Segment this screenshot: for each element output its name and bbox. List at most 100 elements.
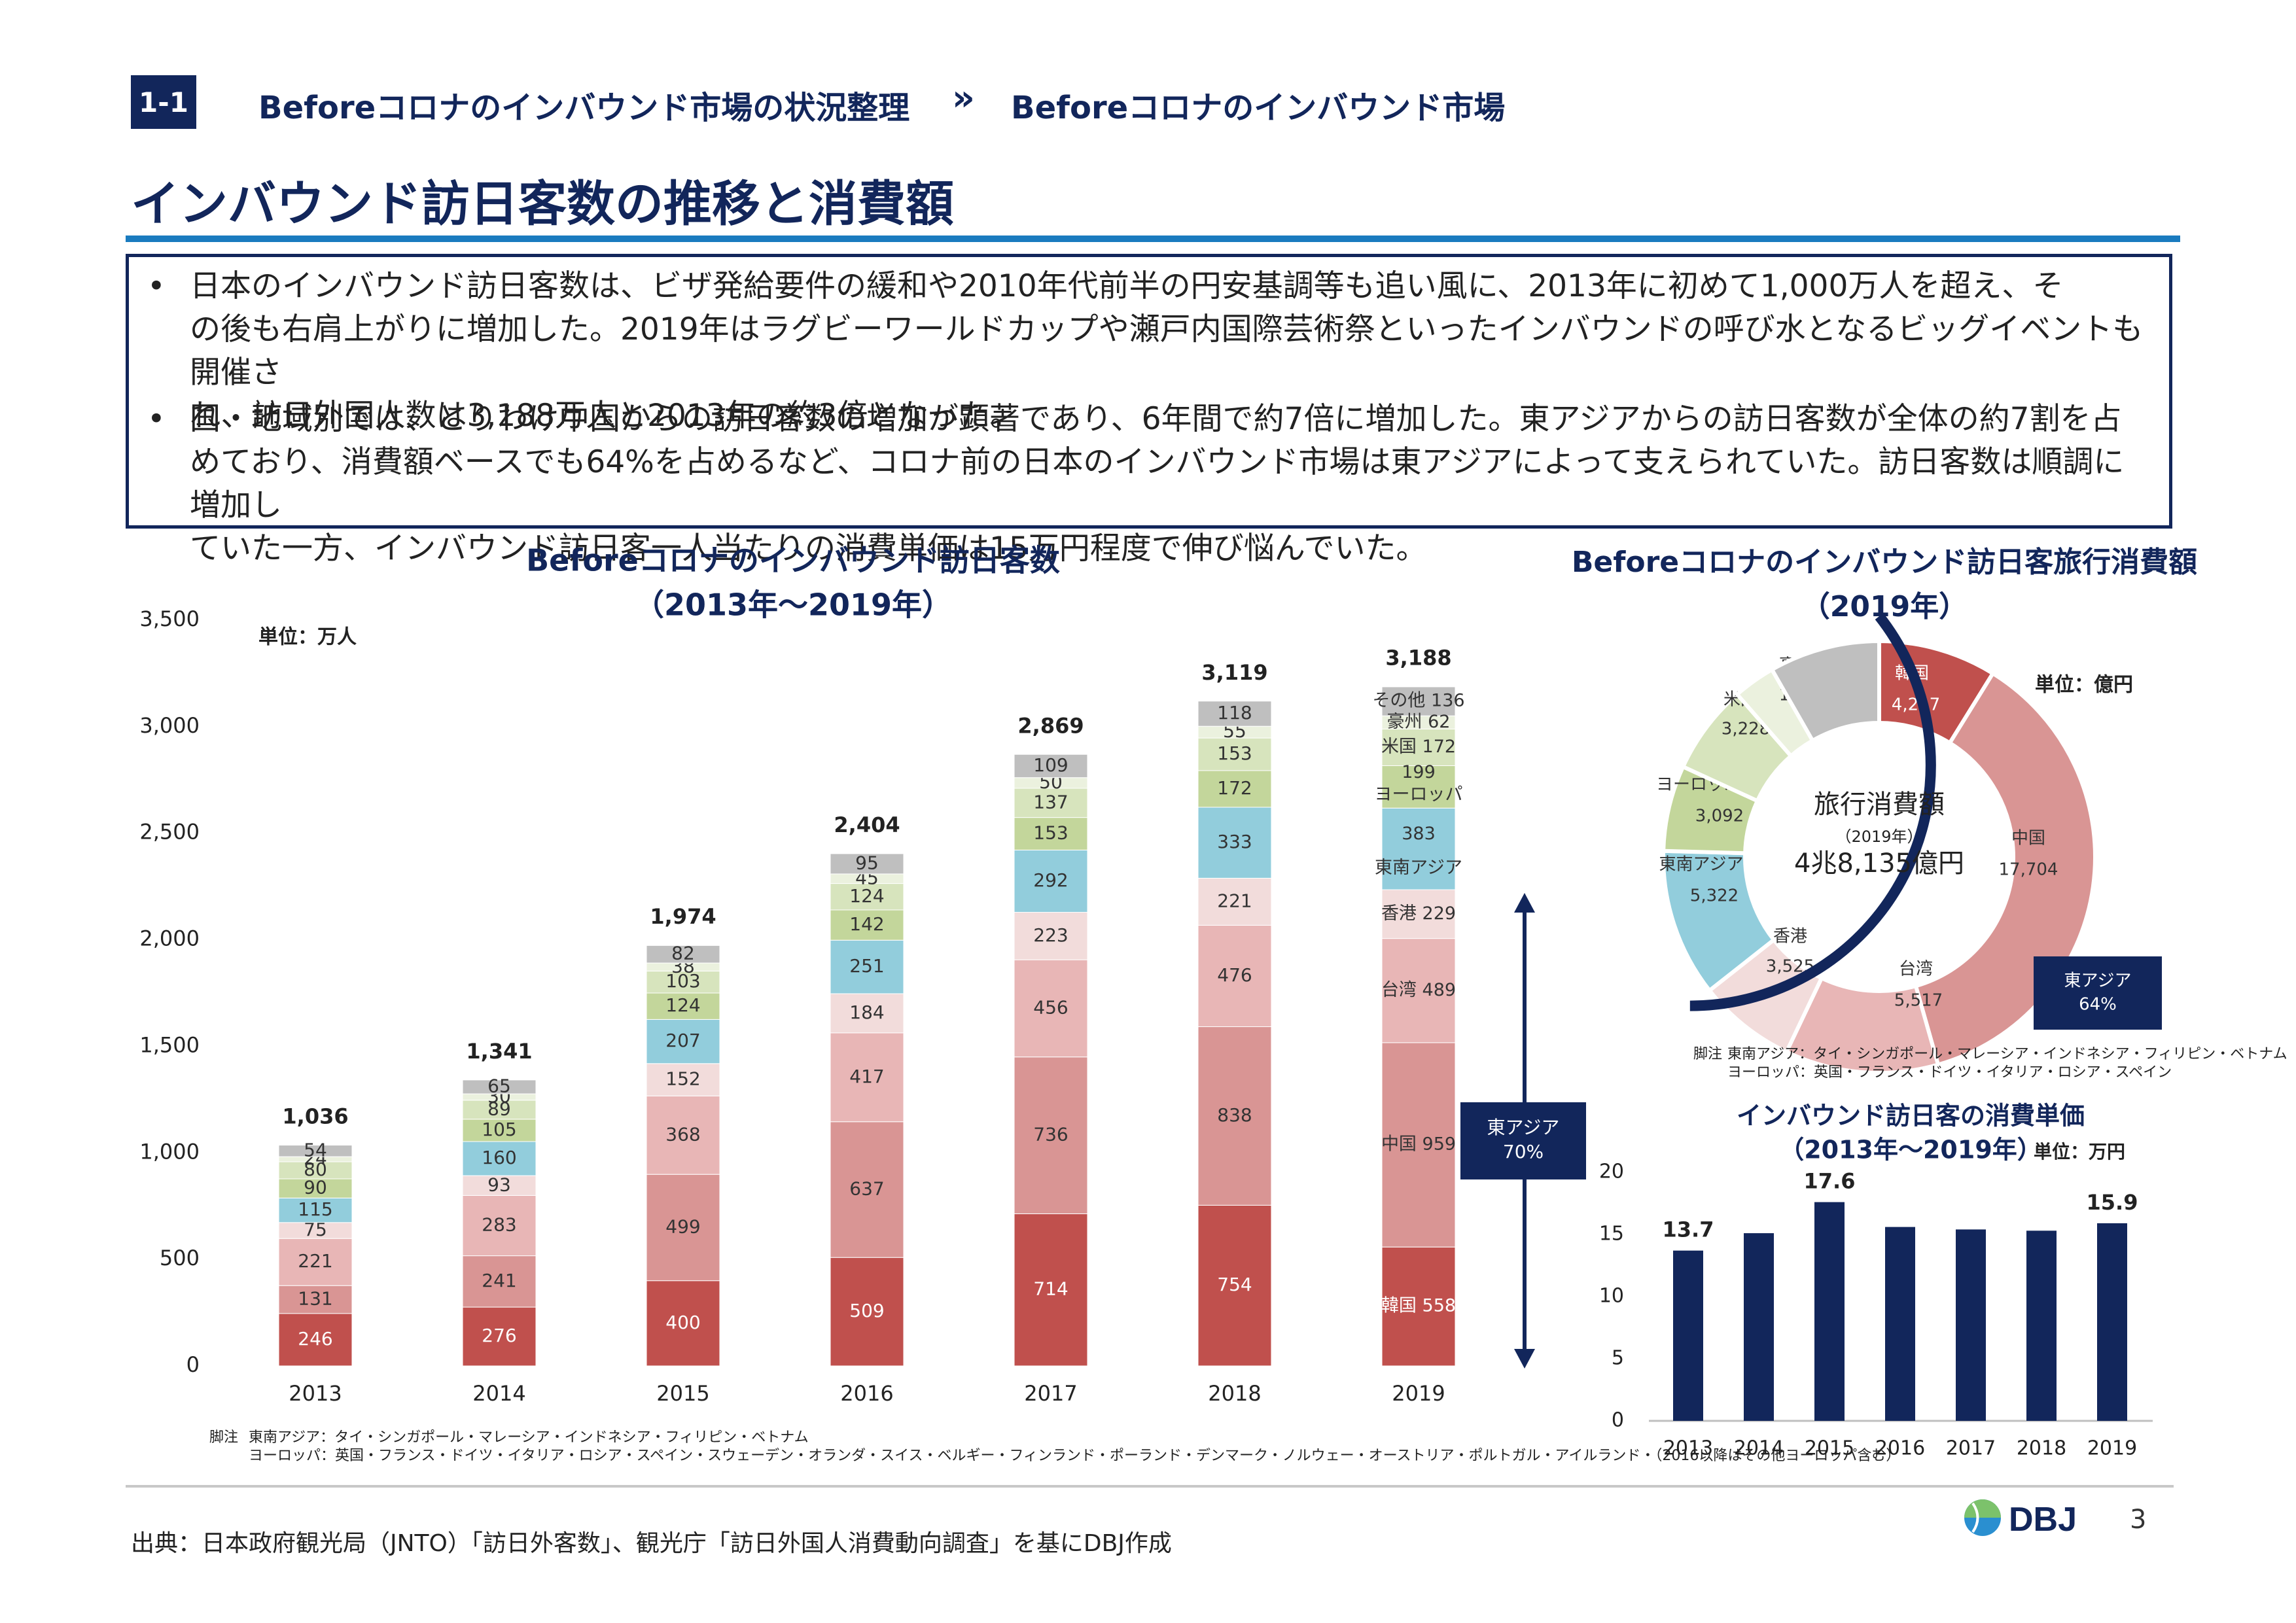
arrow-up-icon bbox=[1514, 893, 1535, 913]
chart3-y-tick: 5 bbox=[1612, 1347, 1624, 1370]
bar-segment-香港 bbox=[1381, 889, 1456, 939]
bar-segment-韓国 bbox=[830, 1257, 904, 1367]
bar-segment-香港 bbox=[830, 993, 904, 1034]
bar-value-label: 80 bbox=[304, 1159, 327, 1180]
chart1-note: ヨーロッパ：英国・フランス・ドイツ・イタリア・ロシア・スペイン・スウェーデン・オ… bbox=[249, 1448, 1900, 1464]
bar-value-label: 456 bbox=[1033, 996, 1068, 1018]
bar-value-label: 131 bbox=[298, 1288, 332, 1310]
chart3-y-tick: 20 bbox=[1599, 1161, 1624, 1183]
donut-slice-name: 中国 bbox=[2011, 829, 2045, 848]
unit-spend-bar bbox=[2026, 1230, 2057, 1421]
bar-total-label: 1,974 bbox=[650, 904, 716, 929]
bar-segment-香港 bbox=[278, 1222, 353, 1239]
summary-bullet-2: • 国・地域別では、とりわけ中国からの訪日客数の増加が顕著であり、6年間で約7倍… bbox=[147, 398, 2149, 570]
bar-value-label: 172 bbox=[1217, 777, 1252, 799]
donut-center-value: 4兆8,135億円 bbox=[1794, 848, 1964, 879]
chart3-x-tick: 2013 bbox=[1663, 1437, 1713, 1460]
bar-value-label: 476 bbox=[1217, 964, 1252, 986]
east-asia-share-label: 東アジア bbox=[1487, 1117, 1560, 1138]
donut-slice-value: 3,092 bbox=[1695, 807, 1744, 826]
bar-segment-香港 bbox=[1197, 877, 1272, 926]
summary-line: の後も右肩上がりに増加した。2019年はラグビーワールドカップや瀬戸内国際芸術祭… bbox=[190, 311, 2144, 391]
donut-slice-name: 香港 bbox=[1773, 927, 1807, 947]
bar-series-label: ヨーロッパ bbox=[1375, 784, 1463, 805]
chart1-x-tick: 2013 bbox=[289, 1381, 342, 1406]
bar-value-label: 65 bbox=[487, 1075, 511, 1096]
east-asia-arc bbox=[1689, 613, 1936, 1011]
summary-line: 日本のインバウンド訪日客数は、ビザ発給要件の緩和や2010年代前半の円安基調等も… bbox=[190, 268, 2064, 304]
donut-slice-value: 5,517 bbox=[1894, 991, 1943, 1011]
bar-segment-ヨーロッパ bbox=[1014, 817, 1088, 850]
bar-segment-ヨーロッパ bbox=[1381, 765, 1456, 809]
chart1-x-tick: 2018 bbox=[1208, 1381, 1261, 1406]
chart1-x-tick: 2019 bbox=[1392, 1381, 1445, 1406]
bar-total-label: 2,404 bbox=[834, 812, 900, 837]
page-number: 3 bbox=[2130, 1505, 2147, 1535]
title-divider bbox=[126, 236, 2180, 242]
arrow-down-icon bbox=[1514, 1349, 1535, 1369]
bar-total-label: 3,119 bbox=[1201, 660, 1267, 685]
bar-segment-中国 bbox=[1381, 1042, 1456, 1248]
bar-segment-韓国 bbox=[1381, 1246, 1456, 1367]
unit-spend-bar bbox=[1744, 1233, 1774, 1421]
bar-value-label: 509 bbox=[849, 1300, 884, 1321]
bar-segment-その他 bbox=[278, 1145, 353, 1157]
logo-text: DBJ bbox=[2009, 1501, 2077, 1539]
unit-spend-value: 13.7 bbox=[1663, 1217, 1714, 1242]
bar-value-label: 736 bbox=[1033, 1124, 1068, 1145]
bar-series-label: 香港 229 bbox=[1381, 903, 1456, 924]
bar-series-label: 東南アジア bbox=[1375, 858, 1462, 878]
bar-value-label: 184 bbox=[849, 1002, 884, 1023]
donut-slice-name: 東南アジア bbox=[1659, 855, 1744, 875]
chart1-x-tick: 2015 bbox=[656, 1381, 709, 1406]
chart1-y-tick: 1,500 bbox=[139, 1032, 200, 1057]
bar-value-label: 246 bbox=[298, 1328, 332, 1350]
chart1-note-label: 脚注 bbox=[209, 1429, 238, 1446]
bar-segment-台湾 bbox=[646, 1095, 720, 1175]
bar-segment-その他 bbox=[830, 853, 904, 875]
bar-value-label: 54 bbox=[304, 1139, 327, 1161]
bar-value-label: 417 bbox=[849, 1066, 884, 1087]
bar-value-label: 241 bbox=[482, 1270, 516, 1291]
bar-value-label: 90 bbox=[304, 1177, 327, 1198]
bar-segment-その他 bbox=[646, 945, 720, 964]
bar-total-label: 2,869 bbox=[1017, 714, 1084, 739]
bar-value-label: 153 bbox=[1033, 822, 1068, 844]
bar-total-label: 1,341 bbox=[466, 1039, 532, 1064]
bar-value-label: 152 bbox=[665, 1068, 700, 1090]
footer-divider bbox=[126, 1485, 2174, 1488]
bar-segment-米国 bbox=[646, 970, 720, 994]
bar-segment-ヨーロッパ bbox=[830, 909, 904, 941]
bar-value-label: 221 bbox=[298, 1250, 332, 1272]
bar-segment-東南アジア bbox=[1014, 849, 1088, 913]
bar-segment-台湾 bbox=[462, 1195, 537, 1257]
bar-series-label: 199 bbox=[1402, 762, 1436, 782]
bar-segment-その他 bbox=[1014, 754, 1088, 778]
chart3-x-tick: 2018 bbox=[2017, 1437, 2066, 1460]
chart1-note: 東南アジア：タイ・シンガポール・マレーシア・インドネシア・フィリピン・ベトナム bbox=[249, 1429, 809, 1446]
bar-value-label: 251 bbox=[849, 955, 884, 977]
unit-spend-bar bbox=[1956, 1229, 1986, 1421]
bar-total-label: 1,036 bbox=[282, 1104, 348, 1129]
bar-value-label: 838 bbox=[1217, 1104, 1252, 1126]
bar-segment-ヨーロッパ bbox=[1197, 770, 1272, 808]
chart1-y-tick: 2,500 bbox=[139, 820, 200, 845]
bar-segment-東南アジア bbox=[1197, 807, 1272, 879]
chart1-y-tick: 2,000 bbox=[139, 926, 200, 951]
bar-segment-米国 bbox=[462, 1100, 537, 1120]
donut-slice-value: 5,322 bbox=[1690, 886, 1739, 906]
unit-spend-value: 15.9 bbox=[2087, 1190, 2138, 1215]
chart2-unit: 単位：億円 bbox=[2035, 674, 2133, 697]
breadcrumb-page: Beforeコロナのインバウンド市場 bbox=[1011, 90, 1506, 126]
source-note: 出典：日本政府観光局（JNTO）「訪日外客数」、観光庁「訪日外国人消費動向調査」… bbox=[131, 1530, 1172, 1557]
bar-segment-ヨーロッパ bbox=[278, 1178, 353, 1198]
bar-segment-韓国 bbox=[646, 1280, 720, 1367]
chart1-y-tick: 500 bbox=[160, 1246, 200, 1270]
unit-spend-value: 17.6 bbox=[1804, 1169, 1856, 1194]
summary-line: めており、消費額ベースでも64%を占めるなど、コロナ前の日本のインバウンド市場は… bbox=[190, 444, 2125, 523]
east-asia-share-box bbox=[2034, 956, 2162, 1030]
chart1-y-tick: 3,000 bbox=[139, 713, 200, 738]
bar-segment-台湾 bbox=[1197, 924, 1272, 1027]
chart3-y-tick: 10 bbox=[1599, 1285, 1624, 1308]
bar-value-label: 103 bbox=[665, 970, 700, 992]
